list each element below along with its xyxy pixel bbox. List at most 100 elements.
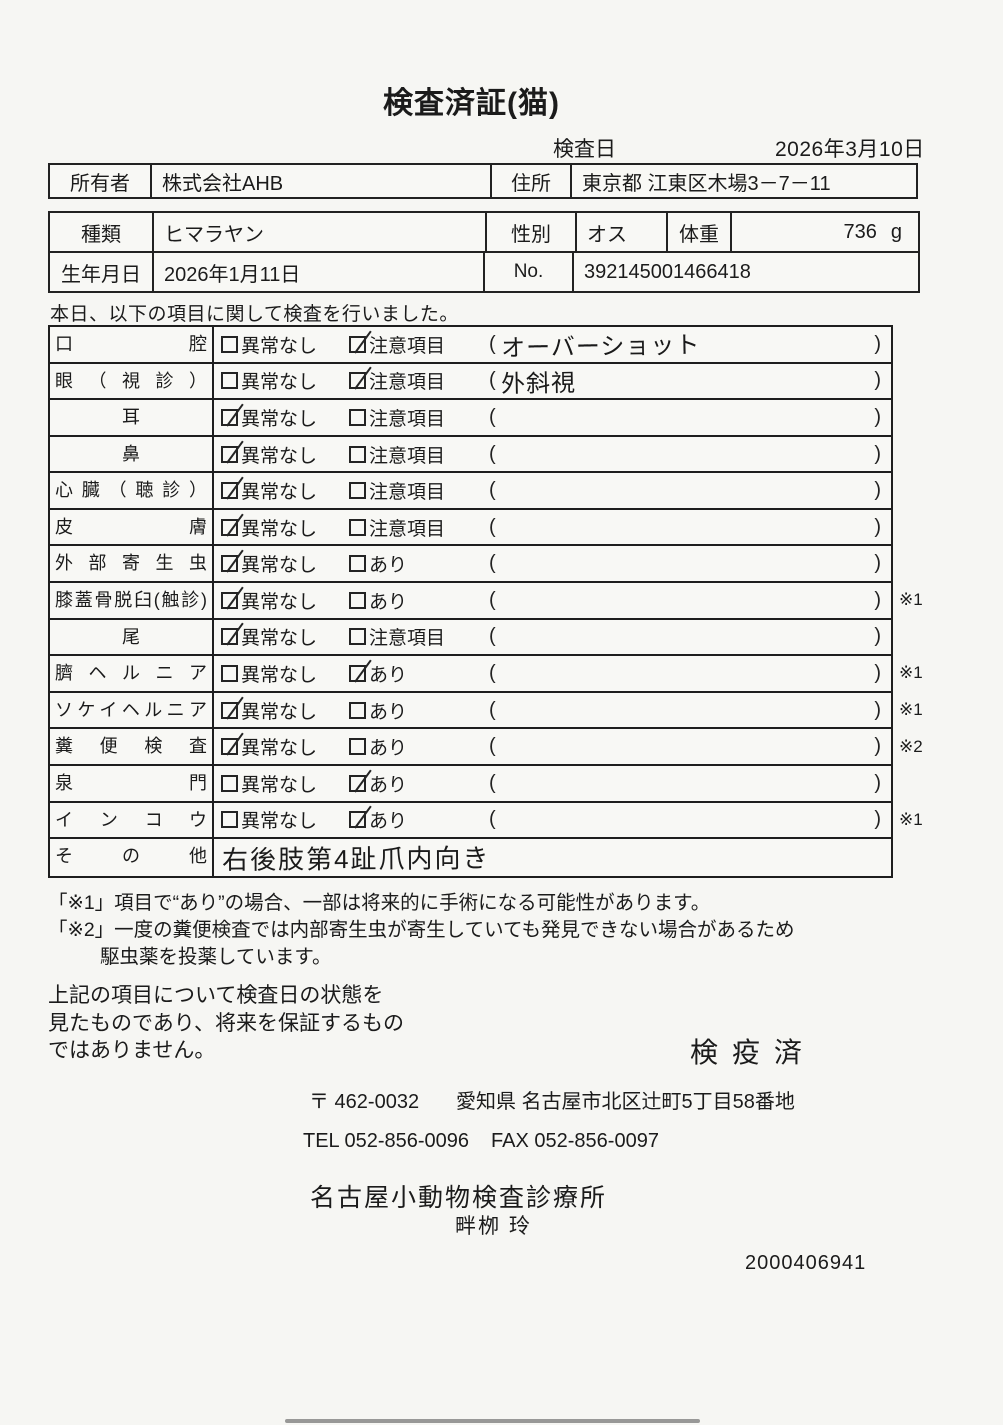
checkbox-icon[interactable] <box>221 445 238 463</box>
option-label: 異常なし <box>241 372 318 394</box>
close-paren: ) <box>874 479 881 502</box>
option-label: 注意項目 <box>369 445 446 467</box>
exam-row-other: その他 右後肢第4趾爪内向き <box>50 837 891 877</box>
option-attention: 注意項目 <box>349 477 481 504</box>
checkbox-icon[interactable] <box>221 774 238 792</box>
open-paren: ( <box>489 588 496 611</box>
checkbox-icon[interactable] <box>349 555 366 573</box>
disclaimer-line: 見たものであり、将来を保証するもの <box>48 1011 404 1035</box>
clinic-name: 名古屋小動物検査診療所 <box>310 1184 608 1212</box>
option-no-abnormality: 異常なし <box>221 587 341 614</box>
exam-row-options: 異常なし あり ( ) <box>214 729 891 764</box>
exam-item-label: インコウ <box>50 802 214 838</box>
findings-field: ( ) <box>481 510 891 545</box>
findings-field: ( ) <box>481 473 891 508</box>
checkbox-icon[interactable] <box>349 738 366 756</box>
exam-row: 泉門 異常なし あり ( ) <box>50 763 891 801</box>
checkbox-icon[interactable] <box>221 372 238 390</box>
checkbox-icon[interactable] <box>221 408 238 426</box>
exam-row-options: 異常なし 注意項目 ( ) <box>214 437 891 472</box>
checkbox-icon[interactable] <box>221 628 238 646</box>
option-no-abnormality: 異常なし <box>221 367 341 394</box>
option-attention: 注意項目 <box>349 367 481 394</box>
id-number-value: 392145001466418 <box>572 253 918 291</box>
address-value: 東京都 江東区木場3－7－11 <box>570 165 916 197</box>
option-no-abnormality: 異常なし <box>221 441 341 468</box>
close-paren: ) <box>874 552 881 575</box>
exam-item-label: 外部寄生虫 <box>50 546 214 582</box>
checkbox-icon[interactable] <box>349 518 366 536</box>
footnote-1: 「※1」項目で“あり”の場合、一部は将来的に手術になる可能性があります。 <box>48 892 711 914</box>
sex-label: 性別 <box>485 213 575 251</box>
option-attention: 注意項目 <box>349 441 481 468</box>
disclaimer-line: ではありません。 <box>48 1039 216 1062</box>
option-no-abnormality: 異常なし <box>221 623 341 650</box>
option-no-abnormality: 異常なし <box>221 806 341 833</box>
disclaimer-text: 上記の項目について検査日の状態を 見たものであり、将来を保証するもの ではありま… <box>48 982 404 1065</box>
checkbox-icon[interactable] <box>349 335 366 353</box>
open-paren: ( <box>489 369 496 392</box>
weight-unit: g <box>890 220 902 243</box>
open-paren: ( <box>489 405 496 428</box>
option-attention: 注意項目 <box>349 331 481 358</box>
checkbox-icon[interactable] <box>349 664 366 682</box>
exam-row: 皮膚 異常なし 注意項目 ( ) <box>50 507 891 545</box>
checkbox-icon[interactable] <box>349 701 366 719</box>
animal-table: 種類 ヒマラヤン 性別 オス 体重 736 g 生年月日 2026年1月11日 … <box>48 211 920 293</box>
option-no-abnormality: 異常なし <box>221 697 341 724</box>
option-no-abnormality: 異常なし <box>221 331 341 358</box>
checkbox-icon[interactable] <box>221 555 238 573</box>
checkbox-icon[interactable] <box>349 408 366 426</box>
checkbox-icon[interactable] <box>221 664 238 682</box>
option-label: 異常なし <box>241 518 318 540</box>
option-label: あり <box>369 774 408 796</box>
page-title: 検査済証(猫) <box>383 87 560 120</box>
footnote-2-line1: 「※2」一度の糞便検査では内部寄生虫が寄生していても発見できない場合があるため <box>48 919 795 941</box>
checkbox-icon[interactable] <box>221 591 238 609</box>
option-label: 注意項目 <box>369 408 446 430</box>
option-no-abnormality: 異常なし <box>221 733 341 760</box>
handwritten-finding: 外斜視 <box>500 369 577 399</box>
exam-item-label: 耳 <box>50 400 214 435</box>
clinic-address: 愛知県 名古屋市北区辻町5丁目58番地 <box>456 1091 795 1113</box>
findings-field: ( ) <box>481 693 891 728</box>
exam-row: 眼（視診） 異常なし 注意項目 ( 外斜視 ) <box>50 361 891 399</box>
checkbox-icon[interactable] <box>221 738 238 756</box>
checkbox-icon[interactable] <box>349 774 366 792</box>
birthdate-value: 2026年1月11日 <box>152 253 483 291</box>
reference-mark: ※1 <box>899 700 923 720</box>
exam-item-label: 心臓（聴診） <box>50 473 214 508</box>
exam-row-options: 異常なし 注意項目 ( ) <box>214 473 891 508</box>
option-label: 異常なし <box>241 701 318 723</box>
checkbox-icon[interactable] <box>349 482 366 500</box>
checkbox-icon[interactable] <box>221 518 238 536</box>
checkbox-icon[interactable] <box>349 445 366 463</box>
close-paren: ) <box>874 771 881 794</box>
option-no-abnormality: 異常なし <box>221 660 341 687</box>
postal-code: 〒 462-0032 <box>309 1091 420 1113</box>
findings-field: ( 外斜視 ) <box>481 364 891 399</box>
exam-item-label: 鼻 <box>50 436 214 472</box>
checkbox-icon[interactable] <box>349 372 366 390</box>
exam-row-options: 異常なし 注意項目 ( ) <box>214 400 891 435</box>
option-attention: 注意項目 <box>349 623 481 650</box>
close-paren: ) <box>874 588 881 611</box>
checkbox-icon[interactable] <box>349 591 366 609</box>
checkbox-icon[interactable] <box>349 628 366 646</box>
close-paren: ) <box>874 625 881 648</box>
findings-field: ( ) <box>481 583 891 618</box>
checkbox-icon[interactable] <box>221 482 238 500</box>
exam-item-label: その他 <box>50 839 214 877</box>
checkbox-icon[interactable] <box>221 811 238 829</box>
checkbox-icon[interactable] <box>349 811 366 829</box>
animal-row-bottom: 生年月日 2026年1月11日 No. 392145001466418 <box>50 251 918 291</box>
reference-mark: ※1 <box>899 590 923 610</box>
open-paren: ( <box>489 735 496 758</box>
findings-field: ( ) <box>481 803 891 838</box>
open-paren: ( <box>489 625 496 648</box>
open-paren: ( <box>489 771 496 794</box>
close-paren: ) <box>874 698 881 721</box>
checkbox-icon[interactable] <box>221 335 238 353</box>
animal-row-top: 種類 ヒマラヤン 性別 オス 体重 736 g <box>50 213 918 251</box>
checkbox-icon[interactable] <box>221 701 238 719</box>
